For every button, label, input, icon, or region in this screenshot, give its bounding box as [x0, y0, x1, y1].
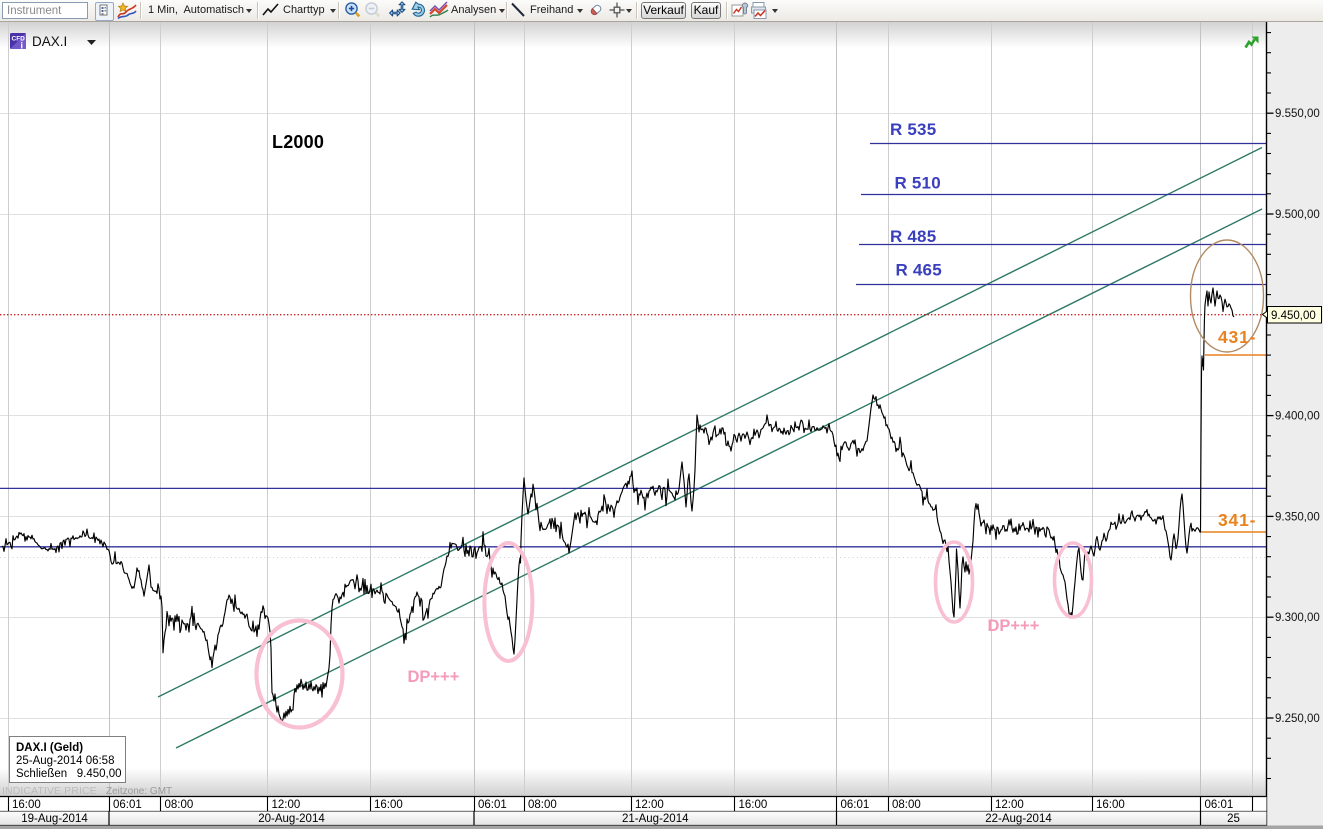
svg-text:06:01: 06:01: [478, 799, 507, 811]
svg-text:21-Aug-2014: 21-Aug-2014: [622, 813, 689, 825]
svg-text:16:00: 16:00: [1096, 799, 1125, 811]
svg-text:341-: 341-: [1218, 510, 1256, 530]
svg-text:12:00: 12:00: [995, 799, 1024, 811]
svg-text:431-: 431-: [1218, 327, 1256, 347]
svg-text:08:00: 08:00: [528, 799, 557, 811]
svg-text:Schließen 9.450,00: Schließen 9.450,00: [16, 768, 122, 780]
svg-text:R 465: R 465: [896, 261, 942, 280]
svg-text:08:00: 08:00: [165, 799, 194, 811]
svg-text:06:01: 06:01: [113, 799, 142, 811]
svg-text:12:00: 12:00: [272, 799, 301, 811]
svg-text:9.250,00: 9.250,00: [1275, 713, 1320, 725]
svg-text:9.300,00: 9.300,00: [1275, 612, 1320, 624]
svg-text:R 485: R 485: [890, 227, 936, 246]
svg-text:16:00: 16:00: [12, 799, 41, 811]
svg-text:DP+++: DP+++: [988, 617, 1040, 635]
svg-text:19-Aug-2014: 19-Aug-2014: [21, 813, 88, 825]
svg-text:08:00: 08:00: [892, 799, 921, 811]
svg-text:9.400,00: 9.400,00: [1275, 411, 1320, 423]
svg-text:9.350,00: 9.350,00: [1275, 511, 1320, 523]
svg-text:i: i: [21, 41, 24, 51]
svg-text:INDICATIVE PRICE: INDICATIVE PRICE: [2, 785, 97, 797]
svg-text:12:00: 12:00: [635, 799, 664, 811]
svg-text:20-Aug-2014: 20-Aug-2014: [258, 813, 325, 825]
svg-text:L2000: L2000: [272, 132, 324, 152]
svg-text:DAX.I: DAX.I: [32, 34, 67, 49]
svg-text:DP+++: DP+++: [408, 668, 460, 686]
svg-text:22-Aug-2014: 22-Aug-2014: [985, 813, 1052, 825]
svg-text:25: 25: [1227, 813, 1240, 825]
svg-text:16:00: 16:00: [374, 799, 403, 811]
svg-text:06:01: 06:01: [841, 799, 870, 811]
svg-text:9.500,00: 9.500,00: [1275, 209, 1320, 221]
svg-text:9.450,00: 9.450,00: [1271, 310, 1316, 322]
svg-text:R 510: R 510: [895, 174, 941, 193]
svg-text:R 535: R 535: [890, 120, 936, 139]
svg-text:Zeitzone: GMT: Zeitzone: GMT: [106, 786, 172, 797]
svg-text:06:01: 06:01: [1205, 799, 1234, 811]
svg-text:16:00: 16:00: [739, 799, 768, 811]
svg-text:9.550,00: 9.550,00: [1275, 108, 1320, 120]
svg-text:DAX.I (Geld): DAX.I (Geld): [16, 742, 83, 754]
svg-text:CFD: CFD: [12, 36, 26, 43]
svg-text:25-Aug-2014 06:58: 25-Aug-2014 06:58: [16, 755, 114, 767]
